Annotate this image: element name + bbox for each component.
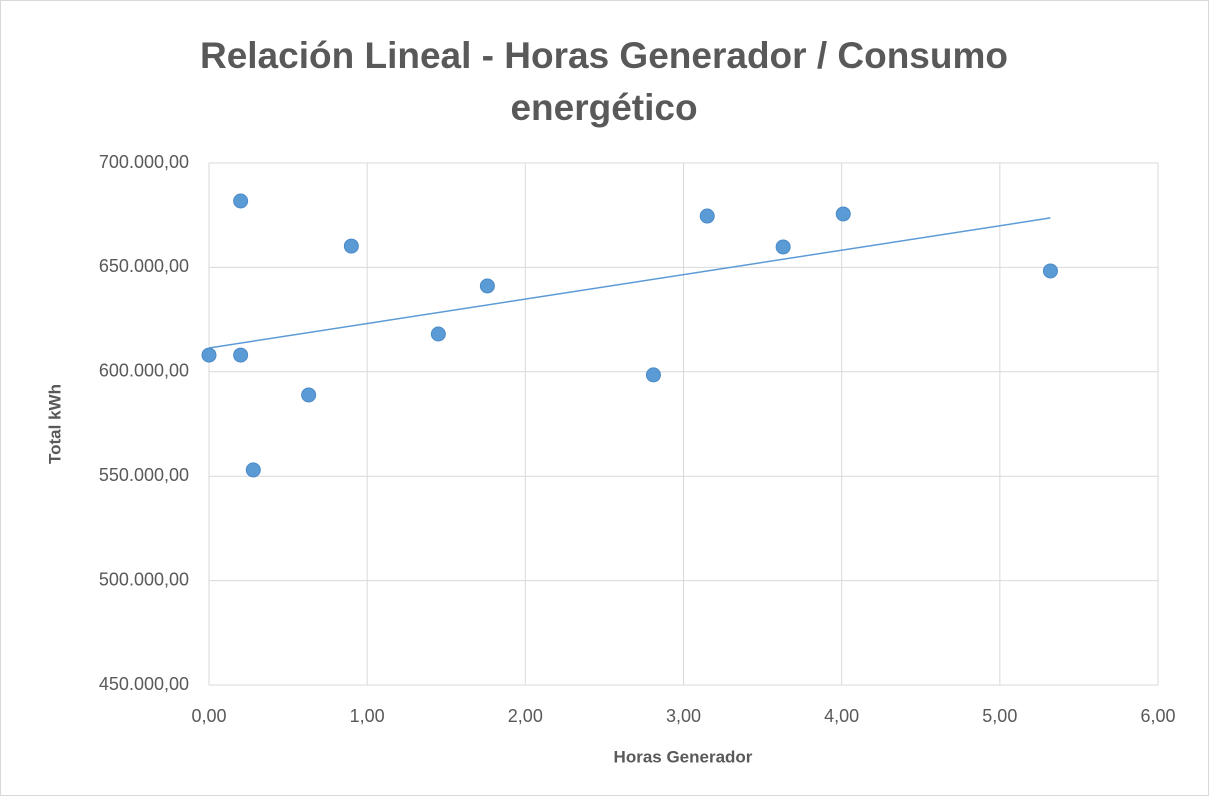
chart-title: Relación Lineal - Horas Generador / Cons… <box>199 35 1008 128</box>
point <box>1042 263 1058 279</box>
y-tick-label: 600.000,00 <box>99 361 189 381</box>
point <box>233 193 249 209</box>
point <box>645 367 661 383</box>
point <box>233 347 249 363</box>
point <box>479 278 495 294</box>
point <box>245 462 261 478</box>
y-tick-label: 650.000,00 <box>99 256 189 276</box>
x-axis-title: Horas Generador <box>614 747 753 766</box>
point <box>699 208 715 224</box>
point <box>301 387 317 403</box>
point <box>430 326 446 342</box>
point <box>343 238 359 254</box>
trendline <box>208 217 1051 349</box>
y-tick-label: 450.000,00 <box>99 674 189 694</box>
x-tick-label: 2,00 <box>508 706 543 726</box>
point <box>775 239 791 255</box>
x-tick-label: 1,00 <box>350 706 385 726</box>
y-tick-label: 550.000,00 <box>99 465 189 485</box>
x-tick-label: 6,00 <box>1140 706 1175 726</box>
y-tick-label: 500.000,00 <box>99 569 189 589</box>
point <box>835 206 851 222</box>
y-axis-title: Total kWh <box>45 384 64 464</box>
y-tick-label: 700.000,00 <box>99 152 189 172</box>
x-tick-label: 4,00 <box>824 706 859 726</box>
x-tick-label: 3,00 <box>666 706 701 726</box>
point <box>201 347 217 363</box>
x-tick-label: 5,00 <box>982 706 1017 726</box>
x-tick-label: 0,00 <box>191 706 226 726</box>
